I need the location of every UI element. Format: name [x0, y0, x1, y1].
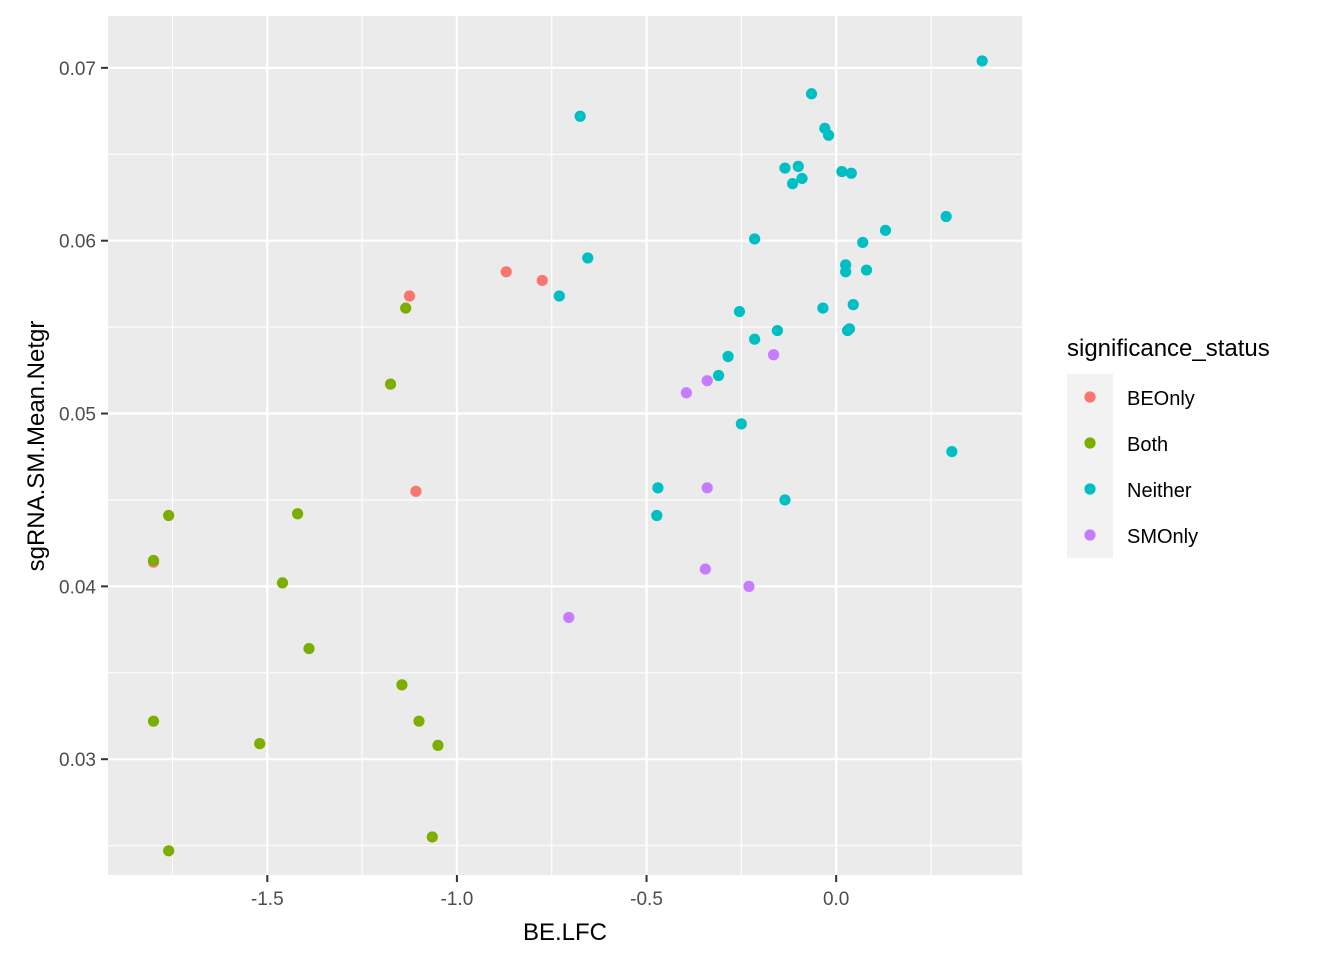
data-point	[786, 178, 799, 190]
data-point	[735, 418, 747, 430]
legend-label: BEOnly	[1127, 388, 1195, 410]
x-tick-label: -1.5	[251, 889, 284, 910]
data-point	[699, 563, 711, 575]
legend-label: Neither	[1127, 480, 1192, 502]
series-smonly	[563, 349, 780, 624]
data-point	[822, 129, 835, 141]
data-point	[410, 485, 422, 497]
data-point	[847, 299, 859, 311]
y-tick-label: 0.07	[59, 59, 96, 80]
data-point	[805, 88, 818, 100]
data-point	[147, 715, 160, 727]
data-point	[292, 508, 304, 520]
data-point	[426, 831, 438, 843]
data-point	[553, 290, 565, 302]
data-point	[779, 162, 791, 174]
y-tick-label: 0.03	[59, 750, 96, 771]
legend-key-point	[1084, 483, 1096, 495]
series-neither	[553, 55, 988, 522]
data-point	[163, 509, 175, 522]
legend-item-neither: Neither	[1067, 466, 1192, 512]
data-point	[574, 110, 586, 122]
data-point	[796, 172, 808, 185]
x-tick-label: -0.5	[630, 889, 663, 910]
legend-item-both: Both	[1067, 420, 1168, 466]
series-both	[147, 302, 444, 857]
legend-title: significance_status	[1067, 335, 1270, 362]
legend: significance_status BEOnly Both Neither SMO…	[1067, 335, 1270, 558]
data-point	[163, 845, 175, 857]
x-tick-label: -1.0	[441, 889, 474, 910]
data-point	[400, 302, 412, 314]
data-point	[432, 739, 444, 751]
data-point	[779, 494, 791, 506]
plot-panel	[108, 16, 1022, 875]
legend-key-point	[1084, 529, 1096, 541]
y-tick-label: 0.05	[59, 405, 96, 426]
data-point	[536, 274, 548, 287]
data-point	[276, 577, 289, 589]
data-point	[940, 210, 952, 223]
data-point	[303, 642, 315, 655]
data-point	[743, 580, 755, 592]
data-point	[767, 349, 780, 361]
data-point	[840, 266, 852, 278]
data-points	[147, 55, 988, 857]
data-point	[817, 302, 829, 314]
data-point	[701, 375, 713, 387]
data-point	[500, 266, 512, 278]
data-point	[843, 323, 856, 335]
data-point	[946, 445, 958, 458]
data-point	[403, 290, 416, 302]
data-point	[771, 324, 783, 337]
y-tick-label: 0.04	[59, 577, 96, 598]
data-point	[582, 252, 594, 264]
y-axis: 0.03 0.04 0.05 0.06 0.07	[59, 59, 108, 771]
data-point	[147, 554, 160, 567]
data-point	[680, 387, 692, 399]
data-point	[879, 224, 892, 236]
y-tick-label: 0.06	[59, 232, 96, 253]
data-point	[857, 236, 869, 249]
data-point	[749, 333, 761, 345]
data-point	[563, 611, 575, 624]
major-gridlines	[108, 16, 1022, 875]
data-point	[384, 378, 397, 390]
data-point	[845, 167, 857, 179]
x-axis-title: BE.LFC	[523, 919, 607, 946]
data-point	[792, 160, 804, 172]
data-point	[712, 369, 725, 382]
legend-key-point	[1084, 391, 1096, 403]
legend-label: SMOnly	[1127, 526, 1198, 548]
data-point	[652, 482, 664, 494]
data-point	[749, 233, 761, 245]
data-point	[836, 165, 848, 178]
data-point	[413, 715, 425, 727]
data-point	[254, 738, 266, 750]
data-point	[733, 305, 746, 318]
data-point	[396, 679, 408, 691]
data-point	[722, 350, 734, 363]
data-point	[701, 482, 713, 494]
y-axis-title: sgRNA.SM.Mean.Netgr	[23, 321, 50, 572]
minor-gridlines	[108, 16, 1022, 875]
data-point	[976, 55, 988, 67]
legend-item-beonly: BEOnly	[1067, 374, 1195, 420]
legend-key-point	[1084, 437, 1096, 449]
data-point	[860, 264, 873, 276]
legend-label: Both	[1127, 434, 1168, 456]
legend-item-smonly: SMOnly	[1067, 512, 1198, 558]
data-point	[651, 509, 663, 522]
x-axis: -1.5 -1.0 -0.5 0.0	[251, 875, 849, 910]
x-tick-label: 0.0	[823, 889, 849, 910]
